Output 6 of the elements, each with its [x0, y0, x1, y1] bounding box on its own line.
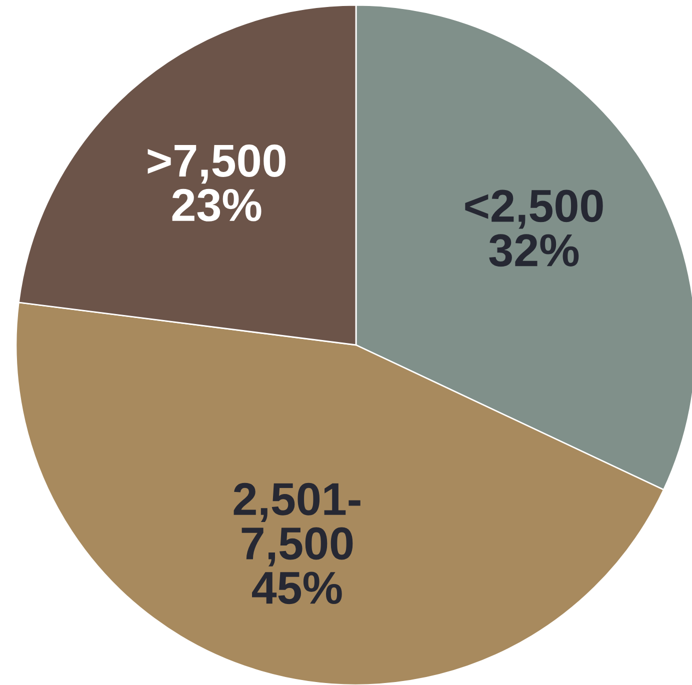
data-label: 45% [252, 572, 342, 604]
slice-label: >7,500 [148, 144, 286, 184]
data-label: 23% [172, 188, 262, 222]
slice-label: 2,501- 7,500 [234, 482, 360, 566]
slice-label: <2,500 [465, 190, 603, 229]
data-label: 32% [489, 234, 579, 267]
